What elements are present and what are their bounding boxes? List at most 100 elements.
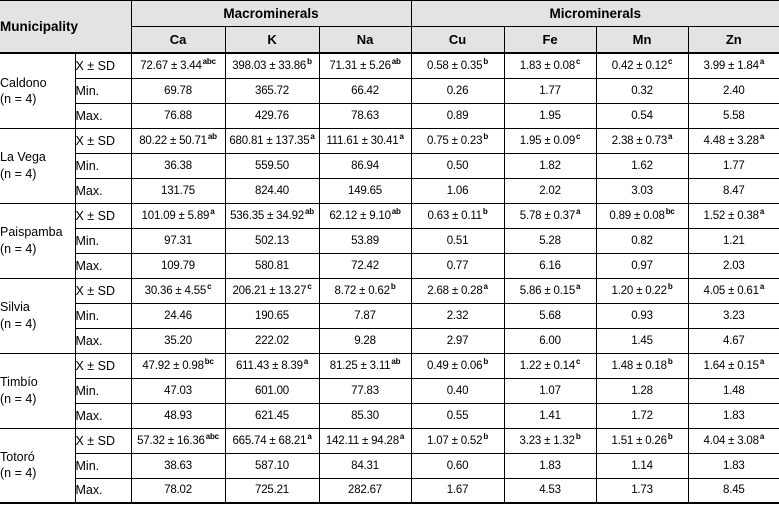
max-value-cell: 1.83 — [687, 402, 779, 429]
significance-superscript: a — [210, 206, 215, 216]
mean-sd-cell: 4.05 ± 0.61a — [687, 277, 779, 304]
max-value-cell: 0.77 — [410, 252, 505, 279]
mean-sd-value: 0.75 ± 0.23 — [427, 134, 483, 147]
mean-sd-value: 2.38 ± 0.73 — [611, 134, 668, 147]
min-value-cell: 1.62 — [595, 152, 689, 179]
max-value-cell: 2.03 — [687, 252, 779, 279]
significance-superscript: a — [759, 206, 765, 216]
significance-superscript: a — [576, 206, 581, 216]
significance-superscript: a — [483, 281, 488, 291]
mean-sd-cell: 71.31 ± 5.26ab — [318, 52, 412, 79]
stat-label-cell: Max. — [75, 402, 132, 429]
max-value-cell: 131.75 — [130, 177, 226, 204]
significance-superscript: ab — [391, 56, 401, 66]
max-value-cell: 78.63 — [318, 102, 412, 129]
significance-superscript: a — [303, 356, 309, 366]
significance-superscript: a — [759, 281, 765, 291]
min-value-cell: 97.31 — [130, 227, 226, 254]
mean-sd-cell: 0.75 ± 0.23b — [410, 127, 505, 154]
mean-sd-cell: 2.38 ± 0.73a — [595, 127, 689, 154]
min-value-cell: 0.82 — [595, 227, 689, 254]
mean-sd-cell: 1.22 ± 0.14c — [503, 352, 597, 379]
significance-superscript: a — [399, 431, 405, 441]
significance-superscript: b — [667, 356, 673, 366]
group-header-row: Municipality Macrominerals Microminerals — [0, 0, 779, 54]
significance-superscript: a — [399, 131, 404, 141]
max-value-cell: 0.55 — [410, 402, 505, 429]
table-row: La Vega (n = 4) X ± SD 80.22 ± 50.71ab 680.8… — [0, 127, 779, 204]
table-row: Timbío (n = 4) X ± SD 47.92 ± 0.98bc 611.43 … — [0, 352, 779, 429]
stat-label-cell: Max. — [75, 327, 132, 354]
mean-sd-cell: 1.20 ± 0.22b — [595, 277, 689, 304]
mean-sd-value: 0.49 ± 0.06 — [427, 359, 483, 372]
mean-sd-cell: 101.09 ± 5.89a — [130, 202, 226, 229]
stat-label-cell: X ± SD — [74, 427, 132, 454]
column-header-zn: Zn — [687, 26, 779, 54]
max-value-cell: 35.20 — [130, 327, 226, 354]
mean-sd-cell: 142.11 ± 94.28a — [318, 427, 412, 454]
mean-sd-value: 398.03 ± 33.86 — [232, 59, 307, 72]
max-value-cell: 3.03 — [595, 177, 689, 204]
mean-sd-value: 1.20 ± 0.22 — [611, 284, 667, 297]
stat-label-cell: X ± SD — [74, 202, 132, 229]
mean-sd-cell: 80.22 ± 50.71ab — [130, 127, 226, 154]
max-value-cell: 1.41 — [503, 402, 597, 429]
municipality-name-cell: La Vega (n = 4) — [0, 127, 76, 204]
column-header-fe: Fe — [503, 26, 597, 54]
max-value-cell: 1.06 — [410, 177, 505, 204]
significance-superscript: a — [668, 131, 673, 141]
mean-sd-cell: 206.21 ± 13.27c — [224, 277, 320, 304]
mean-sd-cell: 0.89 ± 0.08bc — [595, 202, 689, 229]
min-value-cell: 1.14 — [595, 452, 689, 479]
significance-superscript: c — [207, 281, 212, 291]
mean-sd-value: 1.48 ± 0.18 — [611, 359, 667, 372]
mean-sd-cell: 665.74 ± 68.21a — [224, 427, 320, 454]
significance-superscript: b — [482, 206, 488, 216]
table-row: Max. 109.79 580.81 72.42 0.77 6.16 0.97 2.03 — [0, 252, 779, 279]
min-value-cell: 1.48 — [687, 377, 779, 404]
significance-superscript: ab — [207, 131, 217, 141]
stat-label-cell: Min. — [75, 452, 132, 479]
max-value-cell: 1.67 — [410, 477, 505, 504]
max-value-cell: 222.02 — [224, 327, 320, 354]
significance-superscript: abc — [205, 431, 219, 441]
mean-sd-value: 71.31 ± 5.26 — [329, 59, 391, 72]
mean-sd-cell: 62.12 ± 9.10ab — [318, 202, 412, 229]
table-row: Silvia (n = 4) X ± SD 30.36 ± 4.55c 206.21 ±… — [0, 277, 779, 354]
mean-sd-cell: 2.68 ± 0.28a — [410, 277, 505, 304]
mean-sd-value: 1.22 ± 0.14 — [519, 359, 576, 372]
mean-sd-cell: 1.95 ± 0.09c — [503, 127, 597, 154]
mean-sd-value: 0.42 ± 0.12 — [611, 59, 668, 72]
mean-sd-value: 8.72 ± 0.62 — [334, 284, 390, 297]
significance-superscript: b — [575, 431, 581, 441]
min-value-cell: 0.40 — [410, 377, 505, 404]
mean-sd-value: 1.52 ± 0.38 — [703, 209, 759, 222]
mean-sd-cell: 1.64 ± 0.15a — [687, 352, 779, 379]
mean-sd-value: 5.78 ± 0.37 — [519, 209, 576, 222]
min-value-cell: 1.21 — [687, 227, 779, 254]
mean-sd-value: 101.09 ± 5.89 — [141, 209, 210, 222]
municipality-name: Timbío — [0, 375, 38, 390]
significance-superscript: b — [667, 281, 673, 291]
max-value-cell: 1.72 — [595, 402, 689, 429]
min-value-cell: 24.46 — [130, 302, 226, 329]
mean-sd-cell: 1.07 ± 0.52b — [410, 427, 505, 454]
significance-superscript: a — [307, 431, 312, 441]
stat-label-cell: Max. — [75, 177, 132, 204]
stat-label-cell: X ± SD — [74, 52, 132, 79]
table-row: Min. 24.46 190.65 7.87 2.32 5.68 0.93 3.23 — [0, 302, 779, 329]
sample-size-label: (n = 4) — [0, 391, 37, 406]
mean-sd-cell: 47.92 ± 0.98bc — [130, 352, 226, 379]
min-value-cell: 0.51 — [410, 227, 505, 254]
min-value-cell: 53.89 — [318, 227, 412, 254]
table-row: Max. 76.88 429.76 78.63 0.89 1.95 0.54 5.58 — [0, 102, 779, 129]
max-value-cell: 580.81 — [224, 252, 320, 279]
max-value-cell: 2.97 — [410, 327, 505, 354]
table-row: Min. 97.31 502.13 53.89 0.51 5.28 0.82 1.21 — [0, 227, 779, 254]
table-row: Max. 35.20 222.02 9.28 2.97 6.00 1.45 4.67 — [0, 327, 779, 354]
max-value-cell: 0.54 — [595, 102, 689, 129]
max-value-cell: 72.42 — [318, 252, 412, 279]
min-value-cell: 2.40 — [687, 77, 779, 104]
max-value-cell: 85.30 — [318, 402, 412, 429]
